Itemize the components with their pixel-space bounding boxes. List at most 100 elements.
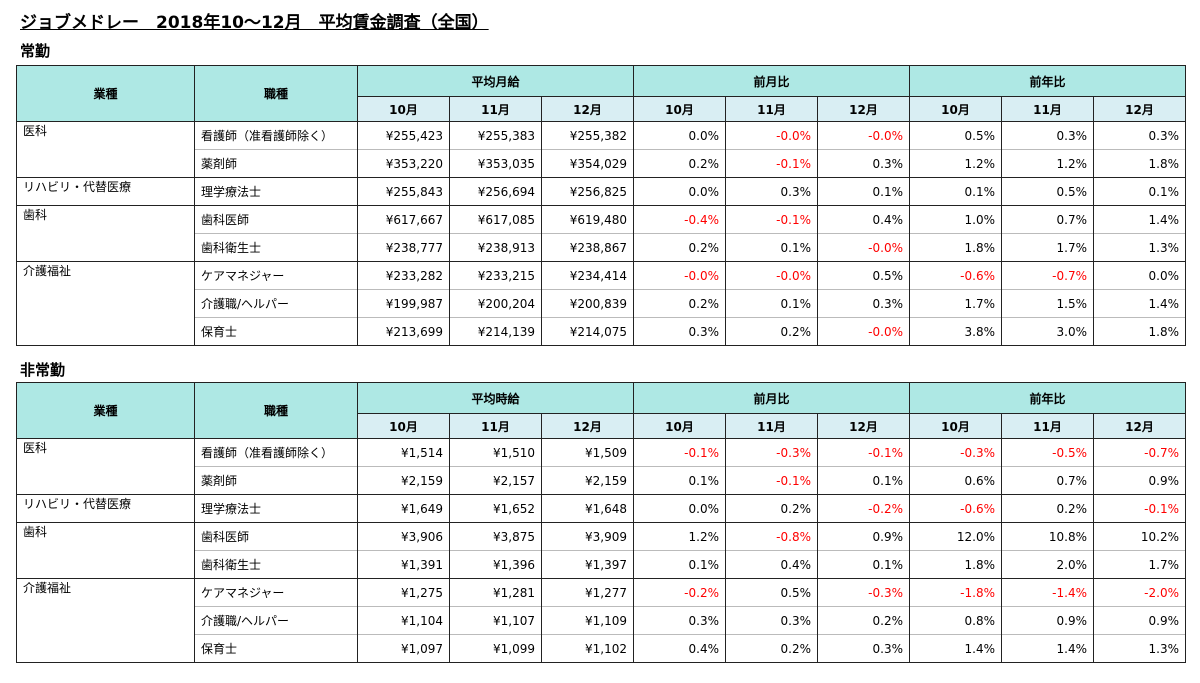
wage-cell: ¥3,875 xyxy=(449,522,542,551)
mom-cell: 0.4% xyxy=(817,205,910,234)
mom-cell: 0.1% xyxy=(725,289,818,318)
month-header: 10月 xyxy=(357,413,450,439)
yoy-cell: 1.7% xyxy=(1093,550,1186,579)
wage-cell: ¥233,215 xyxy=(449,261,542,290)
mom-cell: -0.3% xyxy=(817,578,910,607)
wage-cell: ¥199,987 xyxy=(357,289,450,318)
wage-cell: ¥234,414 xyxy=(541,261,634,290)
mom-cell: -0.1% xyxy=(817,438,910,467)
job-cell: 歯科衛生士 xyxy=(194,550,358,579)
mom-cell: 0.3% xyxy=(725,606,818,635)
mom-cell: -0.1% xyxy=(725,205,818,234)
table-row: 薬剤師 ¥2,159 ¥2,157 ¥2,159 0.1% -0.1% 0.1% 0.6% 0.… xyxy=(17,466,1186,495)
month-header-row: 10月 11月 12月 10月 11月 12月 10月 11月 12月 xyxy=(17,96,1186,122)
mom-cell: -0.0% xyxy=(817,233,910,262)
month-header: 10月 xyxy=(357,96,450,122)
mom-cell: 0.9% xyxy=(817,522,910,551)
yoy-cell: 1.8% xyxy=(909,233,1002,262)
wage-cell: ¥214,139 xyxy=(449,317,542,346)
mom-cell: 0.2% xyxy=(633,233,726,262)
mom-cell: 0.1% xyxy=(817,466,910,495)
yoy-cell: -0.7% xyxy=(1001,261,1094,290)
job-cell: 看護師（准看護師除く） xyxy=(194,121,358,150)
wage-cell: ¥1,397 xyxy=(541,550,634,579)
wage-cell: ¥1,391 xyxy=(357,550,450,579)
yoy-cell: 1.8% xyxy=(909,550,1002,579)
yoy-cell: 0.1% xyxy=(1093,177,1186,206)
table-row: 歯科 歯科医師 ¥617,667 ¥617,085 ¥619,480 -0.4% -0.1%… xyxy=(16,205,1186,262)
yoy-cell: 1.8% xyxy=(1093,317,1186,346)
mom-cell: 0.1% xyxy=(817,550,910,579)
job-cell: ケアマネジャー xyxy=(194,261,358,290)
mom-cell: 1.2% xyxy=(633,522,726,551)
wage-cell: ¥214,075 xyxy=(541,317,634,346)
header-wage: 平均月給 xyxy=(357,65,634,97)
yoy-cell: -0.3% xyxy=(909,438,1002,467)
mom-cell: 0.3% xyxy=(817,149,910,178)
wage-cell: ¥1,514 xyxy=(357,438,450,467)
yoy-cell: 3.0% xyxy=(1001,317,1094,346)
month-header: 11月 xyxy=(725,413,818,439)
yoy-cell: 1.4% xyxy=(909,634,1002,663)
wage-cell: ¥1,107 xyxy=(449,606,542,635)
job-cell: 理学療法士 xyxy=(194,494,358,523)
wage-cell: ¥256,694 xyxy=(449,177,542,206)
mom-cell: 0.3% xyxy=(725,177,818,206)
month-header: 10月 xyxy=(633,413,726,439)
wage-cell: ¥1,649 xyxy=(357,494,450,523)
wage-cell: ¥1,652 xyxy=(449,494,542,523)
yoy-cell: 1.2% xyxy=(909,149,1002,178)
mom-cell: 0.3% xyxy=(633,317,726,346)
mom-cell: 0.2% xyxy=(725,634,818,663)
yoy-cell: 1.2% xyxy=(1001,149,1094,178)
wage-cell: ¥238,913 xyxy=(449,233,542,262)
yoy-cell: 1.4% xyxy=(1093,289,1186,318)
wage-cell: ¥354,029 xyxy=(541,149,634,178)
month-header: 12月 xyxy=(817,413,910,439)
yoy-cell: 0.9% xyxy=(1001,606,1094,635)
mom-cell: 0.0% xyxy=(633,494,726,523)
yoy-cell: -1.8% xyxy=(909,578,1002,607)
yoy-cell: 0.9% xyxy=(1093,606,1186,635)
table-row: 保育士 ¥1,097 ¥1,099 ¥1,102 0.4% 0.2% 0.3% 1.4% 1.4… xyxy=(17,634,1186,663)
mom-cell: -0.8% xyxy=(725,522,818,551)
wage-cell: ¥200,839 xyxy=(541,289,634,318)
table-row: リハビリ・代替医療 理学療法士 ¥255,843 ¥256,694 ¥256,825 0.… xyxy=(16,177,1186,206)
yoy-cell: -0.7% xyxy=(1093,438,1186,467)
industry-cell: 医科 xyxy=(16,121,195,178)
mom-cell: -0.0% xyxy=(817,121,910,150)
table-row: 介護職/ヘルパー ¥199,987 ¥200,204 ¥200,839 0.2% 0.1%… xyxy=(17,289,1186,318)
section-label-fulltime: 常勤 xyxy=(20,42,51,60)
job-cell: 保育士 xyxy=(194,317,358,346)
job-cell: ケアマネジャー xyxy=(194,578,358,607)
mom-cell: -0.0% xyxy=(725,121,818,150)
job-cell: 歯科医師 xyxy=(194,205,358,234)
wage-cell: ¥255,843 xyxy=(357,177,450,206)
wage-cell: ¥233,282 xyxy=(357,261,450,290)
mom-cell: -0.1% xyxy=(633,438,726,467)
mom-cell: -0.0% xyxy=(633,261,726,290)
table-row: 歯科衛生士 ¥238,777 ¥238,913 ¥238,867 0.2% 0.1% -0.… xyxy=(17,233,1186,262)
industry-cell: 歯科 xyxy=(16,522,195,579)
wage-cell: ¥1,396 xyxy=(449,550,542,579)
mom-cell: 0.2% xyxy=(633,289,726,318)
month-header: 12月 xyxy=(1093,413,1186,439)
yoy-cell: 2.0% xyxy=(1001,550,1094,579)
month-header: 12月 xyxy=(817,96,910,122)
wage-cell: ¥2,157 xyxy=(449,466,542,495)
table-row: 歯科衛生士 ¥1,391 ¥1,396 ¥1,397 0.1% 0.4% 0.1% 1.8% 2… xyxy=(17,550,1186,579)
wage-cell: ¥617,085 xyxy=(449,205,542,234)
table-row: 保育士 ¥213,699 ¥214,139 ¥214,075 0.3% 0.2% -0.0%… xyxy=(17,317,1186,346)
yoy-cell: 1.4% xyxy=(1093,205,1186,234)
wage-cell: ¥1,102 xyxy=(541,634,634,663)
wage-table-parttime: 業種 職種 平均時給 前月比 前年比 10月 11月 12月 10月 11月 12月 10月 11月 12… xyxy=(16,382,1186,663)
mom-cell: 0.1% xyxy=(817,177,910,206)
yoy-cell: 0.6% xyxy=(909,466,1002,495)
header-industry: 業種 xyxy=(16,65,195,122)
yoy-cell: 0.9% xyxy=(1093,466,1186,495)
industry-cell: 介護福祉 xyxy=(16,261,195,346)
mom-cell: -0.3% xyxy=(725,438,818,467)
mom-cell: 0.5% xyxy=(725,578,818,607)
mom-cell: -0.0% xyxy=(817,317,910,346)
job-cell: 歯科医師 xyxy=(194,522,358,551)
